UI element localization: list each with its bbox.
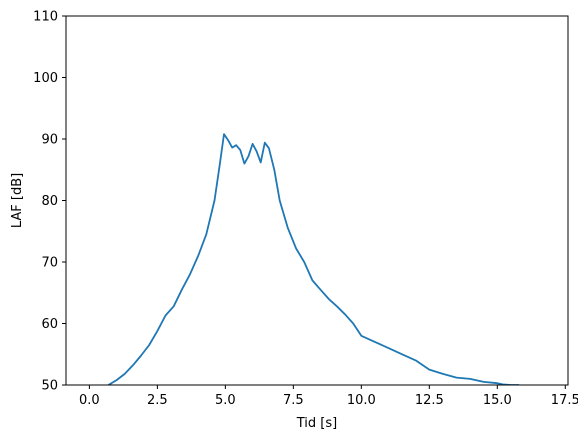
y-axis-label: LAF [dB]: [10, 173, 25, 228]
y-tick-label: 100: [33, 71, 58, 86]
x-axis-label: Tid [s]: [296, 416, 337, 431]
x-tick-label: 10.0: [347, 393, 376, 408]
y-tick-label: 60: [41, 317, 58, 332]
x-tick-label: 7.5: [283, 393, 304, 408]
series-line: [107, 133, 520, 385]
y-tick-label: 90: [41, 133, 58, 148]
x-tick-label: 0.0: [79, 393, 100, 408]
x-tick-label: 5.0: [215, 393, 236, 408]
x-tick-label: 2.5: [147, 393, 168, 408]
x-tick-label: 12.5: [415, 393, 444, 408]
x-tick-label: 17.5: [551, 393, 578, 408]
y-tick-label: 110: [33, 10, 58, 25]
plot-frame: [65, 15, 569, 386]
y-tick-label: 80: [41, 194, 58, 209]
y-tick-label: 50: [41, 379, 58, 394]
y-tick-label: 70: [41, 256, 58, 271]
x-tick-label: 15.0: [483, 393, 512, 408]
